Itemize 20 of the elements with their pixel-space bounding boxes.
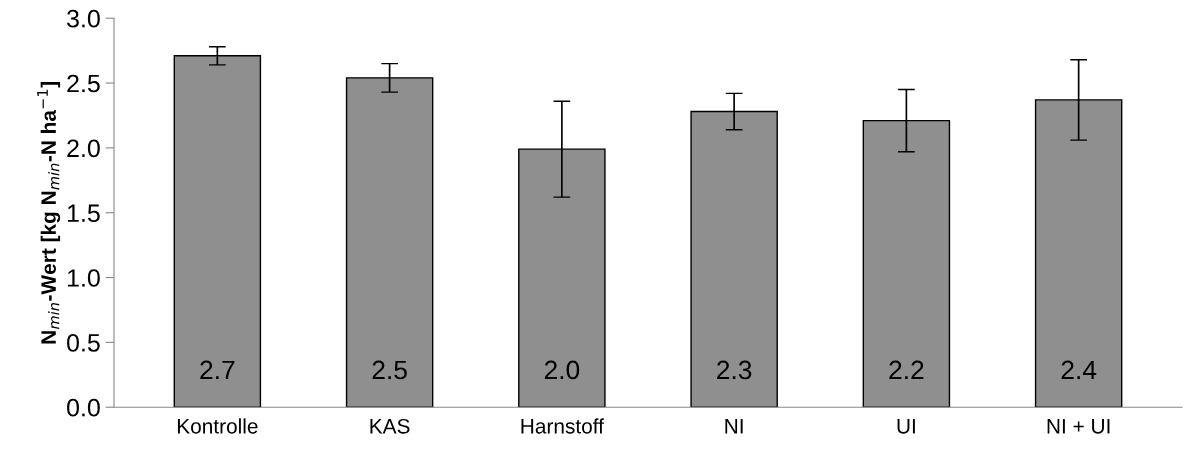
data-label: 2.7 bbox=[200, 360, 235, 380]
data-label: 2.5 bbox=[372, 360, 407, 380]
data-label: 2.3 bbox=[717, 360, 752, 380]
y-tick-label: 0.5 bbox=[67, 333, 100, 352]
y-tick-label: 2.0 bbox=[67, 139, 100, 158]
y-tick-label: 2.5 bbox=[67, 74, 100, 93]
y-tick-label: 3.0 bbox=[67, 9, 100, 28]
y-tick-label: 1.5 bbox=[67, 204, 100, 223]
x-tick-label: KAS bbox=[370, 418, 410, 434]
x-tick-label: Kontrolle bbox=[177, 418, 258, 434]
y-tick-label: 0.0 bbox=[67, 398, 100, 417]
x-tick-label: Harnstoff bbox=[521, 418, 604, 434]
y-tick-label: 1.0 bbox=[67, 269, 100, 287]
y-axis-title: N$_{min}$-Wert [kg N$_{min}$-N ha$^{−1}$] bbox=[37, 81, 61, 344]
data-label: 2.2 bbox=[889, 360, 924, 380]
x-tick-label: NI + UI bbox=[1047, 419, 1110, 434]
x-tick-label: UI bbox=[897, 419, 915, 434]
data-label: 2.0 bbox=[544, 360, 580, 380]
data-label: 2.4 bbox=[1061, 360, 1097, 380]
x-tick-label: NI bbox=[725, 419, 743, 434]
